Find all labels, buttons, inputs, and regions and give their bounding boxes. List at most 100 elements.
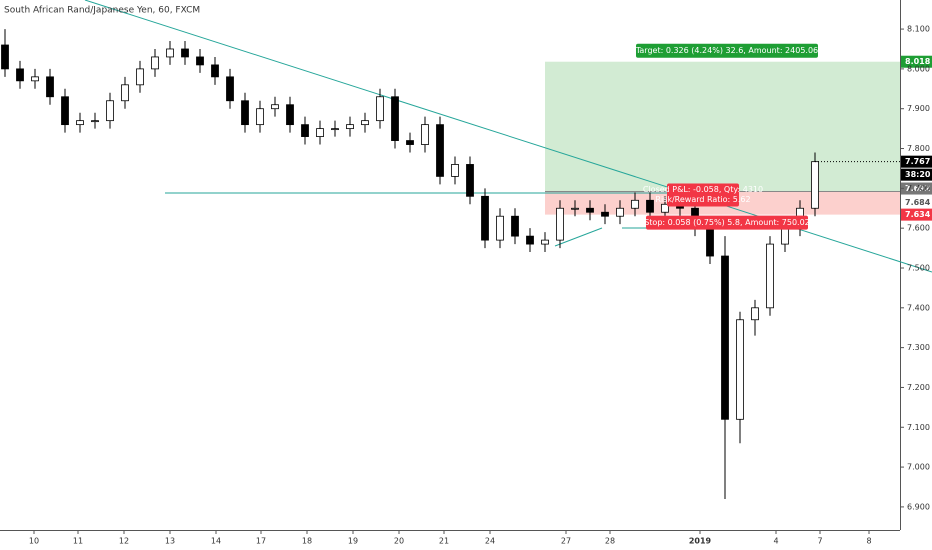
x-tick-label: 11 [73, 537, 83, 546]
marker-tag-bg [901, 196, 932, 209]
y-tick-label: 6.900 [907, 502, 930, 511]
x-tick-label: 21 [439, 537, 449, 546]
candle-body [196, 56, 204, 66]
candle-body [31, 76, 39, 82]
last-price-tag-bg [901, 155, 932, 168]
candle-body [256, 108, 264, 126]
candle-body [661, 203, 669, 213]
stop-tag: 7.634 [905, 210, 931, 219]
y-tick-label: 7.200 [907, 383, 930, 392]
candle-body [481, 195, 489, 241]
x-tick-label: 24 [485, 537, 495, 546]
x-tick-label: 19 [348, 537, 358, 546]
candle-body [226, 76, 234, 102]
candle-body [526, 235, 534, 245]
x-tick-label: 17 [256, 537, 266, 546]
candle-body [121, 84, 129, 102]
candle-body [181, 48, 189, 58]
y-tick-label: 7.000 [907, 463, 930, 472]
y-tick-label: 7.500 [907, 263, 930, 272]
candle-body [781, 227, 789, 245]
candle-body [106, 100, 114, 122]
x-tick-label: 8 [866, 537, 871, 546]
y-tick-label: 7.400 [907, 303, 930, 312]
x-tick-label: 13 [165, 537, 175, 546]
candle-body [1, 44, 9, 70]
target-zone [545, 61, 900, 192]
labels: Target: 0.326 (4.24%) 32.6, Amount: 2405… [635, 43, 932, 230]
candle-body [166, 48, 174, 58]
candle-body [811, 161, 819, 209]
candle-body [631, 199, 639, 209]
candle-body [721, 255, 729, 420]
entry-tag: 7.692 [905, 184, 930, 193]
candle-body [571, 207, 579, 210]
rr-label: Risk/Reward Ratio: 5.62 [655, 195, 750, 204]
candle-body [16, 68, 24, 82]
x-tick-label: 10 [29, 537, 39, 546]
candle-body [616, 207, 624, 217]
candle-body [361, 120, 369, 126]
x-tick-label: 14 [211, 537, 221, 546]
candle-body [61, 96, 69, 126]
countdown-tag: 38:20 [905, 170, 931, 179]
candle-body [751, 307, 759, 321]
last-price-tag: 7.767 [905, 157, 930, 166]
candle-body [91, 120, 99, 123]
marker-tag: 7.684 [905, 198, 931, 207]
candle-body [271, 104, 279, 110]
y-tick-label: 8.100 [907, 25, 930, 34]
candle-body [766, 243, 774, 309]
stop-label-box [646, 215, 808, 230]
stop-label: Stop: 0.058 (0.75%) 5.8, Amount: 750.02 [644, 218, 810, 227]
x-tick-label: 28 [605, 537, 615, 546]
y-tick-label: 7.300 [907, 343, 930, 352]
candle-body [286, 104, 294, 126]
countdown-tag-bg [901, 168, 932, 181]
y-tick-label: 8.000 [907, 64, 930, 73]
y-tick-label: 7.600 [907, 224, 930, 233]
candle-body [241, 100, 249, 126]
target-label-box [636, 43, 818, 58]
candle-body [421, 124, 429, 145]
candle-body [451, 164, 459, 177]
candle-body [391, 96, 399, 141]
chart-title: South African Rand/Japanese Yen, 60, FXC… [4, 6, 200, 16]
target-label: Target: 0.326 (4.24%) 32.6, Amount: 2405… [635, 46, 818, 55]
candle-body [541, 239, 549, 245]
y-tick-label: 7.700 [907, 184, 930, 193]
candle-body [46, 76, 54, 98]
candle-body [316, 128, 324, 137]
trend-line [554, 227, 603, 247]
candle-body [436, 124, 444, 177]
x-tick-label: 18 [302, 537, 312, 546]
y-tick-label: 7.800 [907, 144, 930, 153]
x-tick-label: 2019 [689, 537, 712, 546]
candle-body [586, 207, 594, 213]
candle-body [346, 124, 354, 130]
candle-body [466, 164, 474, 197]
candle-body [151, 56, 159, 70]
candle-body [601, 211, 609, 217]
candle-body [331, 128, 339, 131]
x-tick-label: 27 [561, 537, 571, 546]
x-tick-label: 20 [394, 537, 404, 546]
candle-body [511, 215, 519, 237]
candle-body [211, 64, 219, 78]
candle-body [136, 68, 144, 86]
x-tick-label: 12 [119, 537, 129, 546]
pl-label: Closed P&L: -0.058, Qty: 4310 [643, 185, 763, 194]
candle-body [376, 96, 384, 122]
candle-body [646, 199, 654, 213]
candle-body [76, 120, 84, 126]
candle-body [496, 215, 504, 241]
candle-body [406, 140, 414, 145]
y-tick-label: 7.100 [907, 423, 930, 432]
candle-body [706, 227, 714, 257]
pl-box [667, 183, 739, 207]
entry-tag-bg [901, 182, 932, 195]
stop-tag-bg [901, 208, 932, 221]
x-tick-label: 4 [773, 537, 778, 546]
